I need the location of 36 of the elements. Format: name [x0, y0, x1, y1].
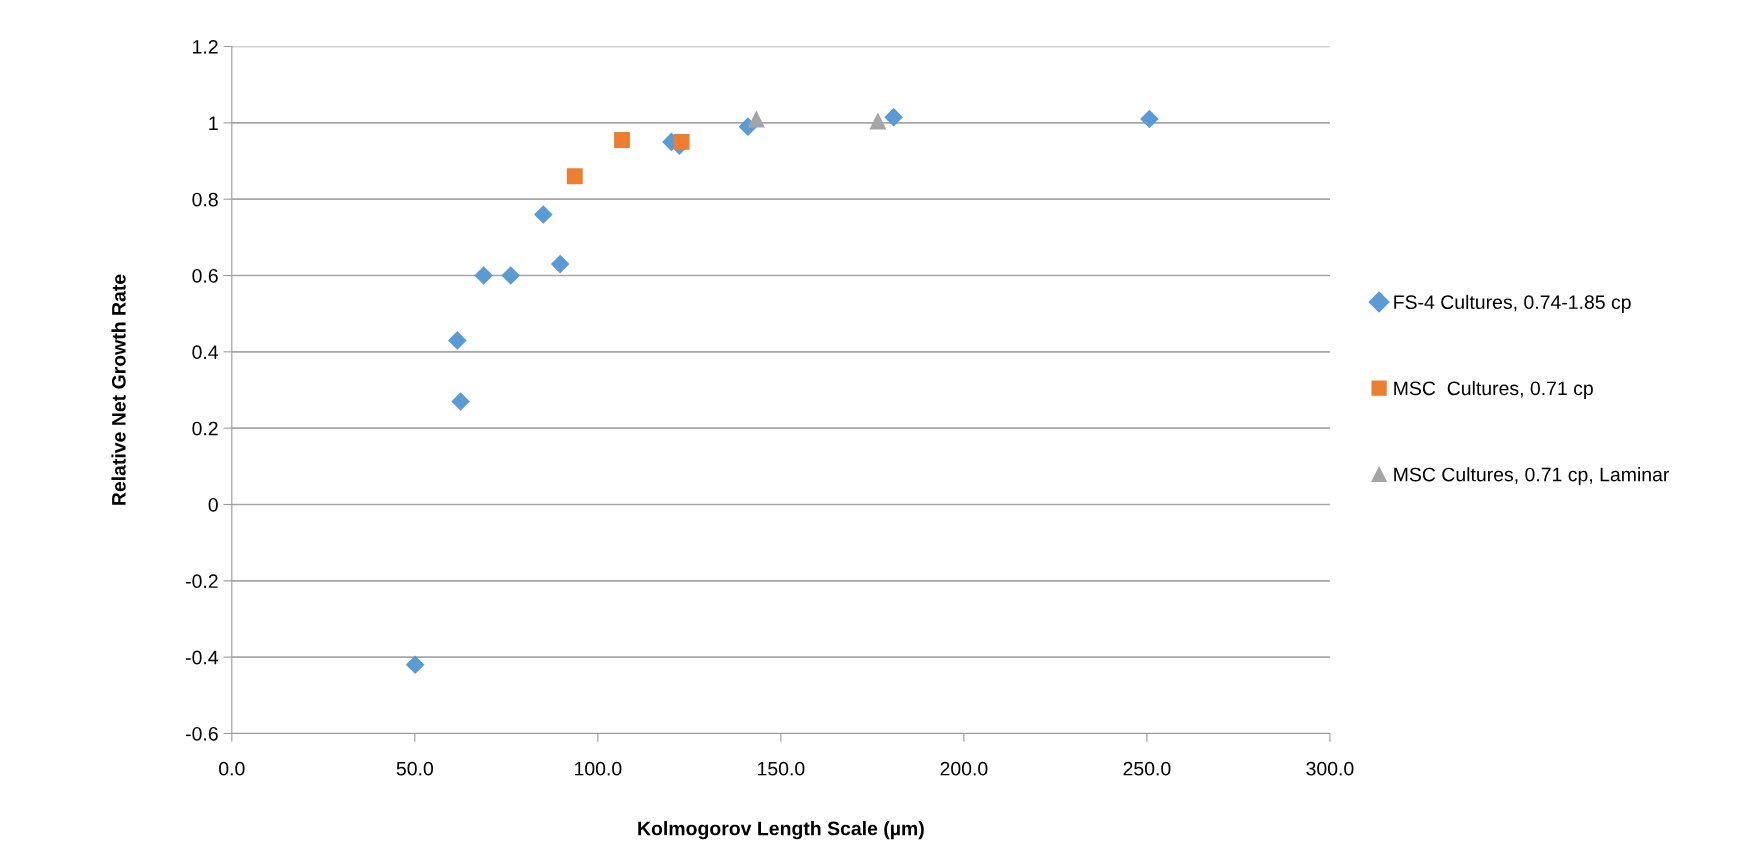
legend-label: FS-4 Cultures, 0.74-1.85 cp: [1394, 294, 1631, 313]
x-tick-label: 0.0: [219, 761, 245, 776]
point: [451, 392, 470, 411]
y-tick-label: -0.4: [185, 650, 219, 665]
point: [1140, 109, 1159, 129]
y-tick-label: 1.2: [193, 40, 218, 54]
x-tick-label: 250.0: [1123, 761, 1171, 776]
point: [550, 254, 570, 274]
point: [747, 110, 765, 128]
point: [447, 331, 467, 350]
y-tick-label: -0.6: [185, 726, 218, 741]
x-tick-label: 50.0: [396, 761, 433, 776]
point: [869, 112, 887, 130]
point: [614, 132, 630, 148]
y-tick-label: 0.4: [192, 345, 219, 360]
x-tick-label: 100.0: [575, 761, 622, 776]
x-tick-label: 150.0: [758, 761, 805, 776]
y-axis-title: Relative Net Growth Rate: [111, 274, 126, 505]
x-axis-title: Kolmogorov Length Scale (µm): [638, 821, 924, 840]
x-tick-label: 200.0: [940, 761, 988, 776]
y-tick-label: 0.6: [192, 268, 218, 283]
x-tick-label: 300.0: [1306, 761, 1354, 776]
point: [884, 107, 903, 127]
y-tick-label: 1: [209, 116, 218, 130]
y-tick-label: -0.2: [185, 574, 218, 589]
point: [474, 266, 493, 285]
point: [501, 266, 521, 285]
legend-label: MSC Cultures, 0.71 cp: [1394, 380, 1593, 400]
point: [566, 168, 583, 185]
y-tick-label: 0: [208, 497, 218, 512]
point: [673, 134, 690, 150]
legend-label: MSC Cultures, 0.71 cp, Laminar: [1394, 467, 1670, 486]
point: [405, 655, 425, 675]
y-tick-label: 0.2: [192, 421, 218, 436]
point: [533, 205, 553, 224]
y-tick-label: 0.8: [192, 192, 218, 207]
